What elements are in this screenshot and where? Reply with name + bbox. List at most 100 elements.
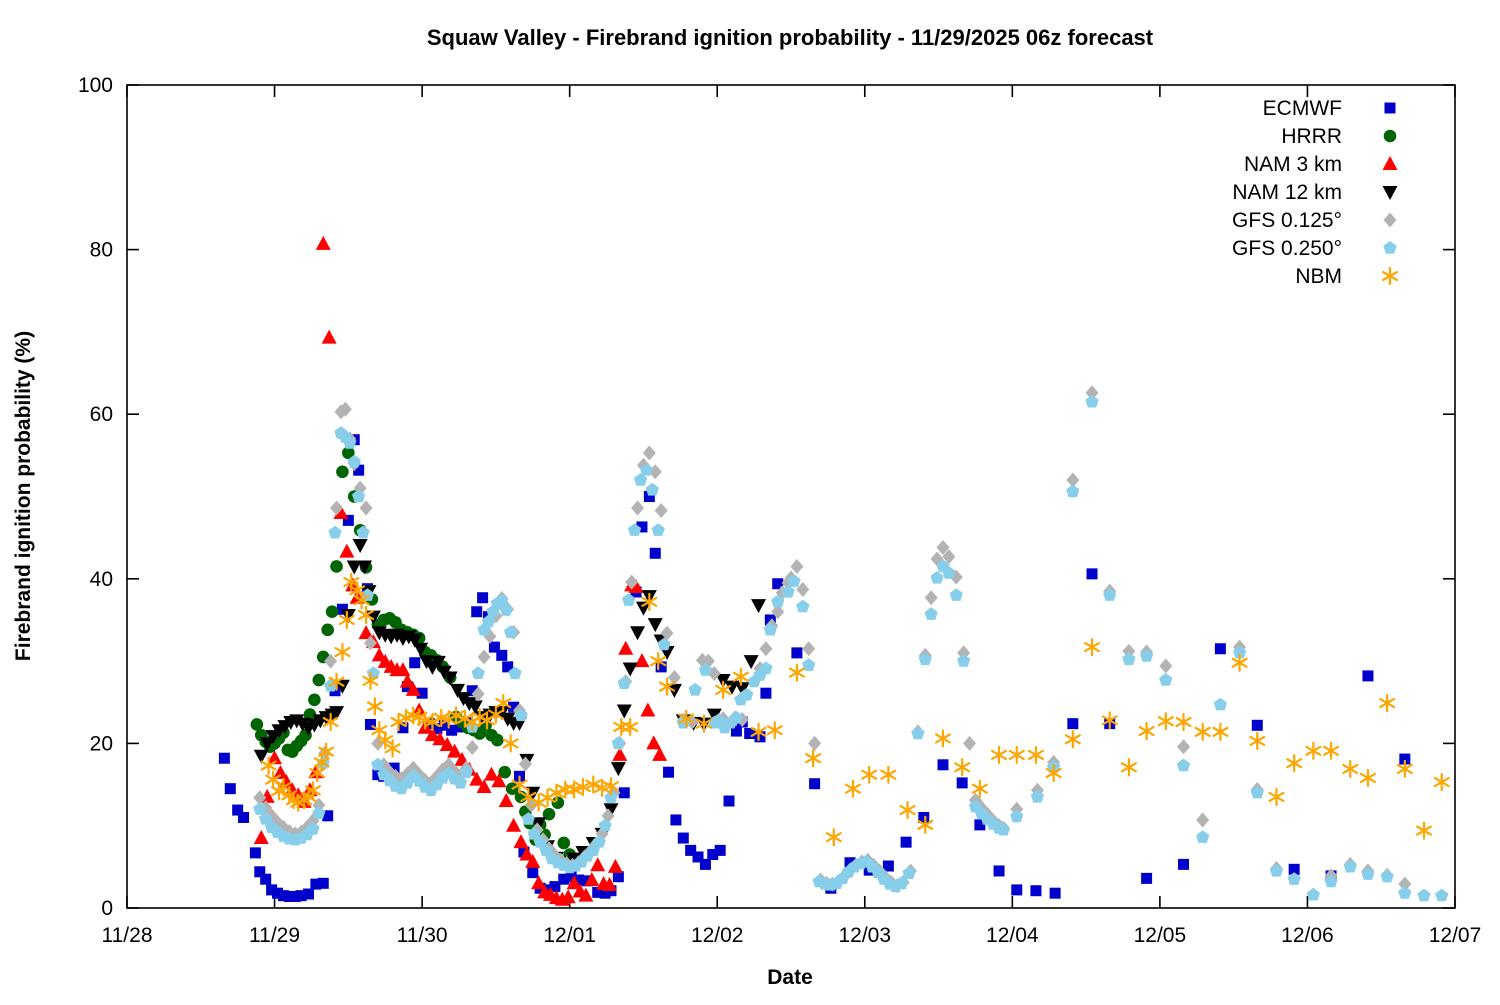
data-point — [1177, 858, 1189, 870]
data-point — [295, 890, 307, 902]
data-point — [760, 687, 772, 699]
data-point — [657, 637, 671, 651]
data-point — [477, 649, 491, 665]
data-point — [1399, 753, 1411, 765]
data-point — [715, 680, 732, 700]
data-point — [1249, 731, 1266, 751]
data-point — [1415, 821, 1433, 840]
data-point — [802, 658, 816, 671]
data-point — [446, 724, 458, 736]
data-point — [430, 655, 446, 670]
data-point — [312, 806, 326, 819]
data-point — [549, 881, 561, 893]
data-point — [272, 765, 288, 780]
x-tick-label-11-28: 11/28 — [102, 924, 153, 947]
data-point — [592, 886, 604, 898]
data-point — [805, 749, 822, 768]
data-point — [603, 803, 619, 818]
data-point — [743, 655, 759, 670]
data-point — [1435, 888, 1449, 902]
data-point — [318, 742, 335, 761]
data-point — [1213, 697, 1227, 711]
data-point — [527, 867, 539, 879]
data-point — [518, 756, 532, 772]
data-point — [917, 815, 934, 834]
data-point — [766, 721, 783, 740]
data-point — [724, 680, 740, 695]
data-point — [1398, 876, 1412, 892]
data-point — [622, 662, 638, 677]
data-point — [707, 849, 719, 861]
data-point — [698, 663, 713, 676]
data-point — [942, 549, 956, 565]
data-point — [631, 500, 645, 516]
data-point — [584, 872, 600, 887]
legend-marker-hrrr — [1383, 129, 1397, 143]
data-point — [267, 750, 283, 765]
data-point — [1232, 645, 1247, 659]
data-point — [342, 446, 355, 460]
data-point — [432, 731, 448, 746]
data-point — [342, 514, 354, 526]
data-point — [328, 672, 345, 691]
data-point — [333, 504, 349, 519]
data-point — [937, 759, 949, 771]
data-point — [491, 733, 504, 747]
data-point — [352, 539, 368, 554]
data-point — [796, 581, 810, 597]
data-point — [1196, 812, 1210, 828]
data-point — [302, 888, 314, 900]
legend-label-gfs-0-125: GFS 0.125° — [1232, 209, 1342, 232]
data-point — [678, 709, 695, 728]
data-point — [356, 525, 370, 539]
data-point — [957, 654, 971, 667]
data-point — [339, 543, 355, 558]
data-point — [663, 766, 675, 778]
data-point — [771, 604, 785, 620]
data-point — [1159, 658, 1173, 674]
data-point — [643, 491, 655, 502]
data-point — [315, 235, 331, 250]
data-point — [612, 746, 628, 761]
data-point — [1159, 673, 1173, 686]
data-point — [655, 661, 667, 673]
data-point — [1323, 741, 1340, 760]
data-point — [250, 718, 264, 731]
data-point — [308, 693, 321, 707]
data-point — [763, 622, 777, 636]
data-point — [338, 610, 355, 630]
legend-marker-gfs-0-125 — [1383, 212, 1397, 228]
data-point — [714, 844, 726, 856]
x-tick-label-12-06: 12/06 — [1281, 924, 1334, 947]
data-point — [338, 401, 352, 417]
data-point — [652, 746, 668, 761]
data-point — [343, 436, 357, 449]
data-point — [442, 671, 458, 686]
data-point — [471, 666, 485, 680]
data-point — [895, 876, 909, 889]
data-point — [1176, 758, 1191, 772]
data-point — [781, 585, 795, 598]
data-point — [613, 717, 630, 737]
data-point — [1286, 754, 1303, 773]
data-point — [364, 718, 376, 730]
data-point — [1067, 718, 1079, 730]
y-axis-label: Firebrand ignition probability (%) — [12, 331, 35, 661]
y-tick-label-40: 40 — [90, 568, 113, 591]
data-point — [330, 560, 343, 573]
data-point — [791, 647, 803, 659]
data-point — [1120, 758, 1137, 777]
data-point — [645, 482, 659, 496]
data-point — [993, 865, 1005, 877]
data-point — [1417, 888, 1431, 902]
data-point — [352, 489, 366, 503]
data-point — [511, 775, 528, 794]
data-point — [362, 671, 379, 690]
data-point — [439, 737, 455, 752]
data-point — [488, 641, 500, 653]
data-point — [450, 683, 466, 698]
data-point — [322, 810, 334, 822]
data-point — [359, 500, 373, 516]
legend-item-gfs-0-125: GFS 0.125° — [1232, 209, 1397, 232]
